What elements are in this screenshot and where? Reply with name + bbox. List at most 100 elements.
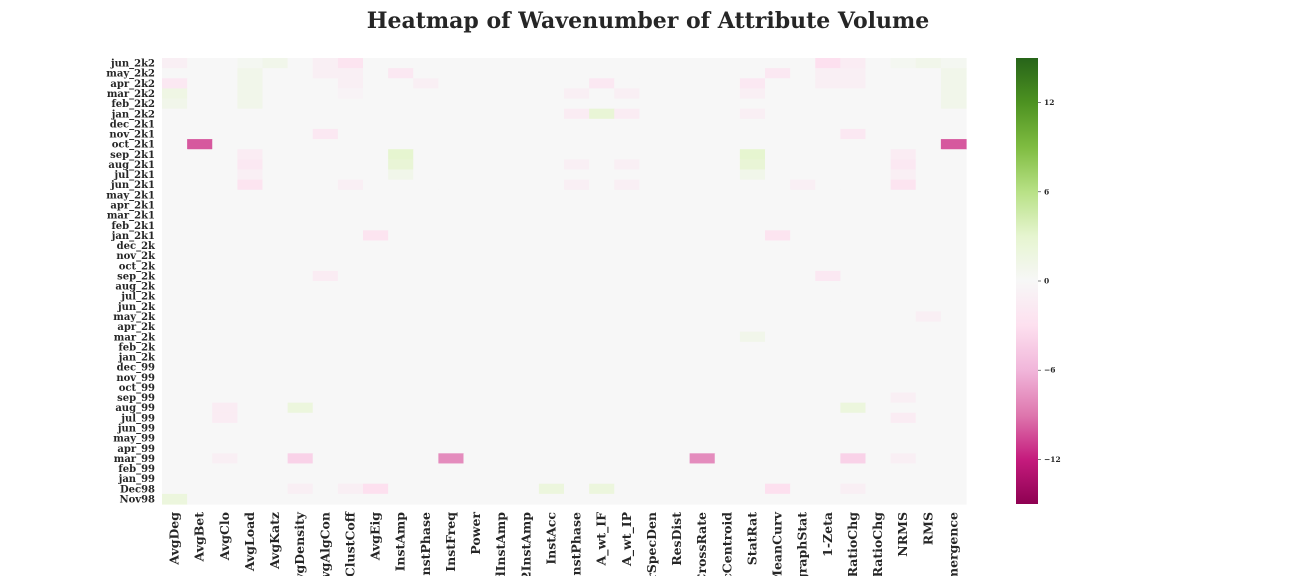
heatmap-cell bbox=[388, 230, 414, 242]
heatmap-cell bbox=[237, 189, 264, 201]
heatmap-cell bbox=[513, 372, 540, 383]
heatmap-cell bbox=[162, 159, 188, 171]
heatmap-cell bbox=[815, 128, 841, 140]
heatmap-cell bbox=[739, 412, 766, 424]
heatmap-cell bbox=[714, 372, 741, 383]
heatmap-cell bbox=[689, 281, 716, 292]
heatmap-cell bbox=[564, 433, 590, 444]
heatmap-cell bbox=[790, 220, 816, 231]
heatmap-cell bbox=[915, 78, 942, 90]
heatmap-cell bbox=[915, 422, 942, 434]
colorbar-tick-label: 6 bbox=[1044, 187, 1049, 196]
heatmap-cell bbox=[237, 372, 264, 383]
heatmap-cell bbox=[815, 149, 841, 160]
heatmap-cell bbox=[790, 58, 816, 69]
heatmap-cell bbox=[739, 493, 766, 505]
heatmap-cell bbox=[815, 351, 841, 363]
heatmap-cell bbox=[564, 210, 590, 221]
heatmap-cell bbox=[790, 128, 816, 140]
heatmap-cell bbox=[664, 260, 691, 272]
heatmap-cell bbox=[714, 210, 741, 221]
heatmap-cell bbox=[639, 98, 666, 110]
heatmap-cell bbox=[337, 392, 364, 404]
heatmap-cell bbox=[815, 433, 841, 444]
heatmap-cell bbox=[513, 210, 540, 221]
heatmap-cell bbox=[890, 149, 917, 160]
heatmap-cell bbox=[488, 220, 515, 231]
heatmap-cell bbox=[388, 311, 414, 323]
heatmap-cell bbox=[488, 341, 515, 353]
heatmap-cell bbox=[538, 321, 565, 333]
heatmap-cell bbox=[312, 412, 339, 424]
heatmap-cell bbox=[237, 341, 264, 353]
heatmap-cell bbox=[513, 199, 540, 211]
heatmap-cell bbox=[162, 260, 188, 272]
heatmap-cell bbox=[865, 179, 892, 191]
heatmap-cell bbox=[940, 382, 967, 394]
heatmap-cell bbox=[237, 260, 264, 272]
x-tick-label: RMS bbox=[920, 512, 935, 545]
heatmap-cell bbox=[815, 189, 841, 201]
heatmap-cell bbox=[815, 301, 841, 313]
heatmap-cell bbox=[865, 78, 892, 90]
heatmap-cell bbox=[739, 473, 766, 485]
heatmap-cell bbox=[212, 301, 238, 313]
heatmap-cell bbox=[287, 68, 314, 79]
heatmap-cell bbox=[790, 139, 816, 150]
heatmap-cell bbox=[463, 483, 490, 495]
heatmap-cell bbox=[865, 169, 892, 181]
heatmap-cell bbox=[312, 351, 339, 363]
heatmap-cell bbox=[940, 402, 967, 414]
heatmap-cell bbox=[589, 58, 615, 69]
heatmap-cell bbox=[212, 189, 238, 201]
heatmap-cell bbox=[413, 362, 439, 373]
heatmap-cell bbox=[815, 270, 841, 282]
heatmap-cell bbox=[790, 473, 816, 485]
heatmap-cell bbox=[162, 351, 188, 363]
heatmap-cell bbox=[337, 270, 364, 282]
heatmap-cell bbox=[337, 281, 364, 292]
heatmap-cell bbox=[363, 321, 389, 333]
heatmap-cell bbox=[815, 118, 841, 130]
heatmap-cell bbox=[438, 58, 465, 69]
heatmap-cell bbox=[287, 240, 314, 252]
heatmap-cell bbox=[865, 139, 892, 150]
heatmap-cells bbox=[162, 58, 967, 505]
y-tick-label: may_2k2 bbox=[106, 69, 155, 80]
heatmap-cell bbox=[890, 240, 917, 252]
heatmap-cell bbox=[765, 362, 791, 373]
x-tick-label: AvgClustCoff bbox=[342, 511, 357, 576]
heatmap-cell bbox=[413, 230, 439, 242]
heatmap-cell bbox=[388, 493, 414, 505]
heatmap-cell bbox=[890, 311, 917, 323]
heatmap-cell bbox=[538, 412, 565, 424]
heatmap-cell bbox=[865, 291, 892, 302]
heatmap-cell bbox=[513, 58, 540, 69]
heatmap-cell bbox=[765, 311, 791, 323]
heatmap-cell bbox=[664, 493, 691, 505]
heatmap-cell bbox=[940, 149, 967, 160]
heatmap-cell bbox=[790, 412, 816, 424]
heatmap-cell bbox=[664, 68, 691, 79]
heatmap-cell bbox=[262, 149, 289, 160]
heatmap-cell bbox=[538, 483, 565, 495]
heatmap-cell bbox=[162, 281, 188, 292]
heatmap-cell bbox=[463, 291, 490, 302]
heatmap-cell bbox=[689, 392, 716, 404]
heatmap-cell bbox=[287, 250, 314, 262]
heatmap-cell bbox=[337, 291, 364, 302]
heatmap-cell bbox=[388, 412, 414, 424]
heatmap-cell bbox=[337, 311, 364, 323]
heatmap-cell bbox=[940, 362, 967, 373]
heatmap-cell bbox=[287, 179, 314, 191]
heatmap-cell bbox=[614, 281, 640, 292]
y-tick-label: Nov98 bbox=[119, 494, 155, 505]
heatmap-cell bbox=[237, 483, 264, 495]
heatmap-cell bbox=[212, 118, 238, 130]
heatmap-cell bbox=[765, 351, 791, 363]
heatmap-cell bbox=[840, 463, 867, 475]
heatmap-cell bbox=[664, 98, 691, 110]
heatmap-cell bbox=[739, 291, 766, 302]
heatmap-cell bbox=[513, 453, 540, 465]
heatmap-cell bbox=[664, 139, 691, 150]
